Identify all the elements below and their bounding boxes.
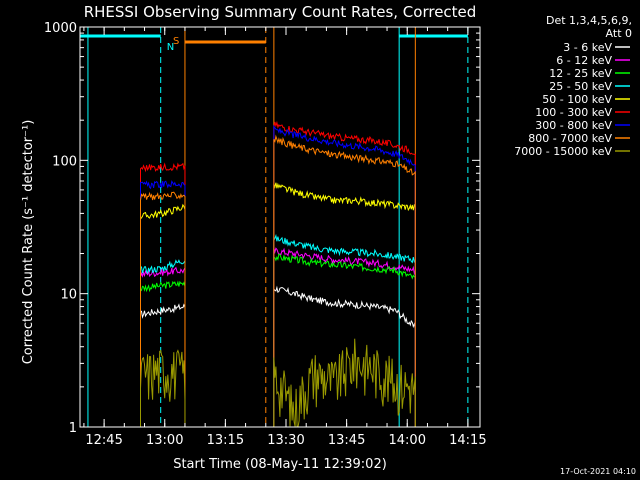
y-tick-label: 100 <box>52 154 77 169</box>
legend-label: 7000 - 15000 keV <box>514 145 612 158</box>
series-line <box>273 247 416 427</box>
series-line <box>140 162 186 427</box>
x-tick-label: 14:00 <box>389 433 426 448</box>
series-line <box>140 303 186 427</box>
y-tick-label: 1000 <box>44 21 77 36</box>
series-line <box>140 280 186 427</box>
legend-label: 25 - 50 keV <box>549 80 612 93</box>
series-line <box>273 233 416 427</box>
plot-frame <box>79 26 481 428</box>
legend-header-line-2: Att 0 <box>606 27 632 40</box>
legend-label: 800 - 7000 keV <box>528 132 612 145</box>
series-line <box>273 124 416 427</box>
legend-label: 3 - 6 keV <box>563 41 612 54</box>
x-axis-title: Start Time (08-May-11 12:39:02) <box>173 457 387 472</box>
legend-label: 100 - 300 keV <box>535 106 612 119</box>
annotation-label: N <box>167 42 174 53</box>
legend-label: 300 - 800 keV <box>535 119 612 132</box>
x-tick-label: 14:15 <box>449 433 486 448</box>
series-line <box>140 191 186 427</box>
y-tick-label: 10 <box>60 288 77 303</box>
legend-label: 6 - 12 keV <box>556 54 612 67</box>
axes: 12:45 13:00 13:15 13:30 13:45 14:00 14:15 1 10 10… <box>44 21 487 448</box>
series-line <box>273 285 416 427</box>
series-line <box>140 258 186 427</box>
series-line <box>273 120 416 427</box>
legend-label: 12 - 25 keV <box>549 67 612 80</box>
series-line <box>273 338 416 427</box>
plot-area: NS <box>79 27 469 427</box>
legend-header-line-1: Det 1,3,4,5,6,9, <box>546 14 632 27</box>
series-line <box>140 349 186 427</box>
series-line <box>140 266 186 427</box>
series-line <box>140 203 186 427</box>
x-tick-label: 13:15 <box>207 433 244 448</box>
footer-timestamp: 17-Oct-2021 04:10 <box>560 467 636 476</box>
x-tick-label: 12:45 <box>85 433 122 448</box>
x-tick-label: 13:00 <box>146 433 183 448</box>
series-line <box>273 253 416 427</box>
chart-title: RHESSI Observing Summary Count Rates, Co… <box>84 3 477 21</box>
annotation-label: S <box>173 36 179 47</box>
series-line <box>273 182 416 427</box>
series-line <box>273 134 416 427</box>
legend-label: 50 - 100 keV <box>542 93 612 106</box>
y-axis-title: Corrected Count Rate (s⁻¹ detector⁻¹) <box>21 120 36 365</box>
x-tick-label: 13:30 <box>267 433 304 448</box>
y-tick-label: 1 <box>69 421 77 436</box>
x-tick-label: 13:45 <box>328 433 365 448</box>
series-line <box>140 180 186 427</box>
